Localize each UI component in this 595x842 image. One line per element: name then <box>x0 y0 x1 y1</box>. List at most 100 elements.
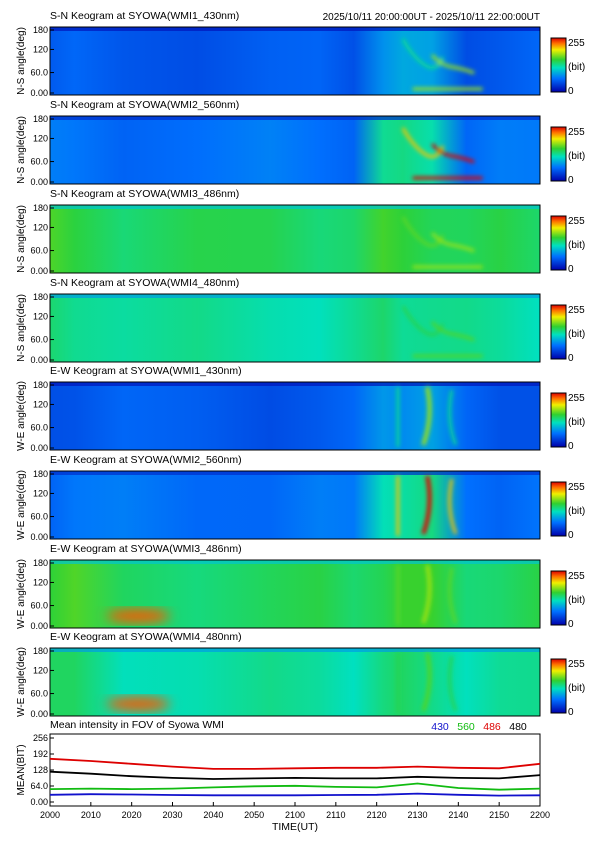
y-tick-label: 0.00 <box>30 443 48 453</box>
aurora-band <box>448 655 458 712</box>
keogram-title: E-W Keogram at SYOWA(WMI2_560nm) <box>50 454 242 466</box>
x-tick-label: 2010 <box>81 810 101 820</box>
colorbar-min-label: 0 <box>568 707 574 718</box>
aurora-arc <box>431 232 475 253</box>
y-tick-label: 60.0 <box>30 68 48 78</box>
aurora-features <box>401 127 483 180</box>
colorbar: 255 (bit) 0 <box>550 658 585 718</box>
aurora-features <box>401 38 483 91</box>
y-tick-label: 0.00 <box>30 355 48 365</box>
y-axis-label: MEAN(BIT) <box>16 744 27 795</box>
aurora-features <box>401 216 483 269</box>
aurora-arc <box>431 54 475 75</box>
colorbar: 255 (bit) 0 <box>550 126 585 186</box>
colorbar: 255 (bit) 0 <box>550 37 585 97</box>
aurora-band <box>421 652 432 712</box>
y-tick-label: 180 <box>33 292 48 302</box>
keogram-title: S-N Keogram at SYOWA(WMI3_486nm) <box>50 188 239 200</box>
y-tick-label: 60.0 <box>30 246 48 256</box>
y-tick-label: 180 <box>33 114 48 124</box>
aurora-features <box>396 386 458 447</box>
keogram-panel: S-N Keogram at SYOWA(WMI1_430nm)180 120 60… <box>16 10 585 98</box>
x-tick-label: 2150 <box>489 810 509 820</box>
colorbar-min-label: 0 <box>568 175 574 186</box>
keogram-frame <box>49 559 541 629</box>
colorbar-min-label: 0 <box>568 264 574 275</box>
aurora-band <box>421 475 432 535</box>
y-tick-label: 0.00 <box>30 88 48 98</box>
y-tick-label: 0.00 <box>30 532 48 542</box>
keogram-panel: E-W Keogram at SYOWA(WMI3_486nm)180 120 60… <box>16 543 585 631</box>
aurora-features <box>396 564 458 625</box>
keogram-image <box>50 471 540 539</box>
aurora-features <box>396 475 458 536</box>
keogram-image <box>50 116 540 184</box>
keogram-edge-top <box>50 560 540 564</box>
keogram-panel: S-N Keogram at SYOWA(WMI2_560nm)180 120 60… <box>16 99 585 187</box>
y-tick-label: 256 <box>33 733 48 743</box>
y-tick-label: 60.0 <box>30 335 48 345</box>
colorbar-min-label: 0 <box>568 353 574 364</box>
keogram-panel: S-N Keogram at SYOWA(WMI4_480nm)180 120 60… <box>16 277 585 365</box>
keogram-edge-top <box>50 294 540 298</box>
y-axis-label: N-S angle(deg) <box>16 116 27 184</box>
x-tick-label: 2040 <box>203 810 223 820</box>
y-axis-label: N-S angle(deg) <box>16 205 27 273</box>
keogram-frame <box>49 381 541 451</box>
keogram-frame <box>49 26 541 96</box>
colorbar: 255 (bit) 0 <box>550 215 585 275</box>
colorbar-max-label: 255 <box>568 482 585 493</box>
keogram-edge-top <box>50 205 540 209</box>
x-tick-label: 2050 <box>244 810 264 820</box>
x-tick-label: 2200 <box>530 810 550 820</box>
colorbar-unit-label: (bit) <box>568 240 585 251</box>
colorbar-max-label: 255 <box>568 38 585 49</box>
y-tick-label: 0.00 <box>30 621 48 631</box>
keogram-edge-top <box>50 382 540 386</box>
keogram-frame <box>49 647 541 717</box>
series-line-480 <box>49 770 541 780</box>
bright-region <box>106 697 171 711</box>
aurora-band <box>421 386 432 446</box>
aurora-band <box>421 564 432 624</box>
legend-entry: 486 <box>483 721 501 733</box>
keogram-frame <box>49 470 541 540</box>
y-tick-label: 60.0 <box>30 689 48 699</box>
colorbar-max-label: 255 <box>568 659 585 670</box>
keogram-image <box>50 294 540 362</box>
aurora-arc <box>401 305 445 337</box>
aurora-band <box>448 389 458 446</box>
x-tick-label: 2030 <box>162 810 182 820</box>
x-tick-label: 2000 <box>40 810 60 820</box>
keogram-title: E-W Keogram at SYOWA(WMI1_430nm) <box>50 365 242 377</box>
x-tick-label: 2130 <box>407 810 427 820</box>
aurora-arc <box>401 216 445 248</box>
y-tick-label: 120 <box>33 399 48 409</box>
colorbar-scale <box>550 392 567 448</box>
colorbar-max-label: 255 <box>568 571 585 582</box>
y-axis-label: W-E angle(deg) <box>16 381 27 451</box>
colorbar-max-label: 255 <box>568 393 585 404</box>
legend-entry: 480 <box>509 721 527 733</box>
y-axis-label: W-E angle(deg) <box>16 559 27 629</box>
y-tick-label: 60.0 <box>30 423 48 433</box>
x-axis-label: TIME(UT) <box>272 821 318 833</box>
keogram-edge-top <box>50 116 540 120</box>
y-tick-label: 0.00 <box>30 709 48 719</box>
colorbar-scale <box>550 658 567 714</box>
aurora-band <box>448 478 458 535</box>
y-tick-label: 128 <box>33 765 48 775</box>
y-axis-label: N-S angle(deg) <box>16 27 27 95</box>
colorbar-scale <box>550 481 567 537</box>
colorbar-min-label: 0 <box>568 619 574 630</box>
colorbar: 255 (bit) 0 <box>550 392 585 452</box>
y-tick-label: 180 <box>33 646 48 656</box>
y-tick-label: 120 <box>33 222 48 232</box>
legend-entry: 560 <box>457 721 475 733</box>
colorbar-unit-label: (bit) <box>568 417 585 428</box>
keogram-title: S-N Keogram at SYOWA(WMI2_560nm) <box>50 99 239 111</box>
y-tick-label: 192 <box>33 749 48 759</box>
aurora-features <box>396 652 458 713</box>
y-tick-label: 120 <box>33 44 48 54</box>
